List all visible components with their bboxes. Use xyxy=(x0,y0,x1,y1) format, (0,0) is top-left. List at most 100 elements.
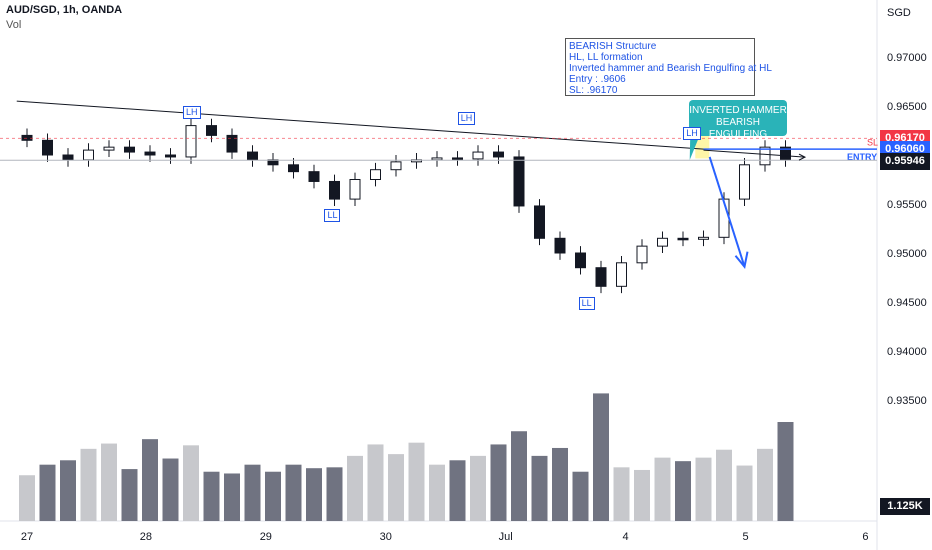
y-tick-label: 0.94500 xyxy=(887,297,927,309)
volume-bar xyxy=(511,431,527,521)
volume-bar xyxy=(490,444,507,521)
x-tick-label: 6 xyxy=(862,531,868,543)
x-tick-label: 5 xyxy=(742,531,748,543)
candle-body xyxy=(739,164,750,200)
volume-bar xyxy=(60,460,76,521)
volume-bar xyxy=(531,455,548,521)
currency-label: SGD xyxy=(887,7,911,19)
volume-bar xyxy=(101,443,117,521)
volume-bar xyxy=(265,471,281,521)
volume-bar xyxy=(224,473,240,521)
candle-body xyxy=(575,252,586,269)
lower-low-label[interactable]: LL xyxy=(324,208,341,222)
volume-bar xyxy=(367,444,384,521)
volume-bar xyxy=(326,467,343,521)
lower-high-label[interactable]: LH xyxy=(457,111,476,125)
volume-bar xyxy=(449,460,466,521)
y-tick-label: 0.94000 xyxy=(887,346,927,358)
volume-bar xyxy=(244,464,261,521)
volume-bar xyxy=(408,442,425,521)
candle-body xyxy=(698,236,709,240)
candle-body xyxy=(390,161,402,171)
x-tick-label: 4 xyxy=(623,531,629,543)
volume-bar xyxy=(183,445,199,521)
candle-body xyxy=(42,139,53,156)
entry-ray-head xyxy=(798,153,807,161)
callout-line: INVERTED HAMMER xyxy=(689,105,787,116)
x-tick-label: 29 xyxy=(260,531,272,543)
y-tick-label: 0.95000 xyxy=(887,248,927,260)
candle-body xyxy=(144,151,156,156)
x-tick-label: 30 xyxy=(380,531,392,543)
candle-body xyxy=(677,237,689,241)
volume-bar xyxy=(470,455,486,521)
candle-body xyxy=(759,146,771,166)
volume-bar xyxy=(203,471,220,521)
candle-body xyxy=(83,149,94,161)
candle-body xyxy=(513,156,525,207)
candle-body xyxy=(534,205,545,239)
volume-bar xyxy=(39,464,56,521)
x-tick-label: 28 xyxy=(140,531,152,543)
candle-body xyxy=(636,245,648,264)
volume-bar xyxy=(613,467,630,521)
volume-bar xyxy=(675,461,691,521)
candle-body xyxy=(288,164,299,173)
symbol-title[interactable]: AUD/SGD, 1h, OANDA xyxy=(6,4,123,16)
y-tick-label: 0.95500 xyxy=(887,199,927,211)
volume-bar xyxy=(777,422,794,521)
volume-bar xyxy=(142,439,158,521)
volume-bar xyxy=(593,393,609,521)
analysis-note[interactable]: BEARISH Structure HL, LL formation Inver… xyxy=(565,38,772,96)
callout-line: BEARISH ENGULFING xyxy=(708,117,768,140)
volume-bar xyxy=(19,475,35,521)
candle-body xyxy=(329,180,340,200)
analysis-line: Inverted hammer and Bearish Engulfing at… xyxy=(569,63,772,74)
lower-high-label[interactable]: LH xyxy=(683,127,701,141)
x-tick-label: 27 xyxy=(21,531,33,543)
volume-bar xyxy=(285,464,302,521)
volume-bar xyxy=(757,448,773,521)
volume-bar xyxy=(388,454,404,521)
volume-value-tag[interactable]: 1.125K xyxy=(880,498,930,515)
candle-body xyxy=(124,146,135,153)
volume-bar xyxy=(80,448,97,521)
y-tick-label: 0.96500 xyxy=(887,101,927,113)
candle-body xyxy=(226,134,238,153)
candle-body xyxy=(62,154,74,161)
x-tick-label: Jul xyxy=(499,531,513,543)
candle-body xyxy=(595,267,607,287)
volume-bar xyxy=(572,471,589,521)
candle-body xyxy=(472,151,484,160)
candle-body xyxy=(349,179,361,200)
y-tick-label: 0.93500 xyxy=(887,395,927,407)
stop-loss-label: SL xyxy=(867,137,878,147)
volume-bar xyxy=(347,455,363,521)
resistance-trendline xyxy=(16,100,704,150)
lower-low-label[interactable]: LL xyxy=(578,296,595,310)
analysis-line: Entry : .9606 xyxy=(569,74,626,85)
analysis-line: BEARISH Structure xyxy=(569,41,657,52)
analysis-line: HL, LL formation xyxy=(569,52,643,63)
volume-bar xyxy=(736,465,753,521)
pattern-callout[interactable]: INVERTED HAMMER BEARISH ENGULFING xyxy=(689,100,787,140)
candle-body xyxy=(493,151,504,158)
candle-body xyxy=(247,151,258,161)
candle-body xyxy=(431,157,443,161)
candle-body xyxy=(185,125,197,158)
candle-body xyxy=(103,146,115,151)
last-price-tag[interactable]: 0.95946 xyxy=(880,153,930,171)
volume-bar xyxy=(121,469,138,521)
volume-bar xyxy=(306,468,322,521)
volume-bar xyxy=(695,457,712,521)
candle-body xyxy=(370,169,381,180)
lower-high-label[interactable]: LH xyxy=(183,105,201,119)
candle-body xyxy=(554,237,566,254)
projection-arrow xyxy=(708,156,746,268)
candle-body xyxy=(165,154,176,158)
volume-legend[interactable]: Vol xyxy=(6,19,22,31)
volume-bar xyxy=(162,458,179,521)
entry-ray xyxy=(703,149,806,158)
